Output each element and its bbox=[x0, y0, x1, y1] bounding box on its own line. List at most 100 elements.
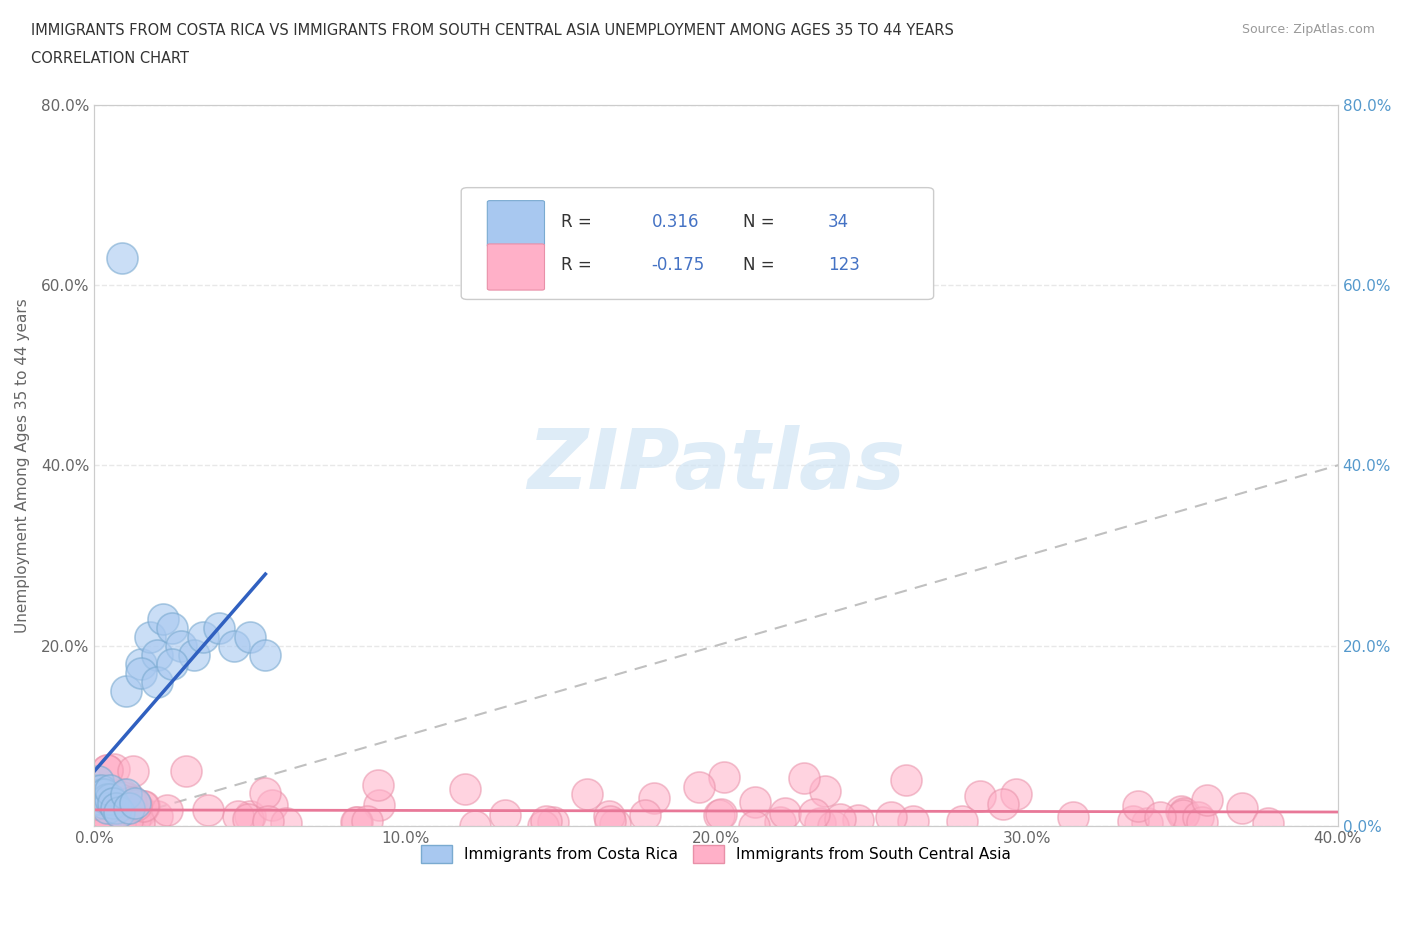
Immigrants from South Central Asia bbox=[274, 816, 297, 830]
Immigrants from South Central Asia bbox=[98, 793, 121, 808]
Immigrants from Costa Rica bbox=[101, 796, 124, 811]
Immigrants from South Central Asia bbox=[100, 809, 122, 824]
Immigrants from Costa Rica bbox=[129, 665, 152, 680]
Text: R =: R = bbox=[561, 213, 596, 231]
Immigrants from South Central Asia bbox=[89, 809, 111, 824]
Immigrants from Costa Rica bbox=[118, 801, 141, 816]
FancyBboxPatch shape bbox=[461, 188, 934, 299]
Immigrants from South Central Asia bbox=[494, 808, 516, 823]
Text: N =: N = bbox=[744, 213, 780, 231]
Immigrants from Costa Rica bbox=[152, 611, 174, 626]
Immigrants from South Central Asia bbox=[86, 815, 108, 830]
Immigrants from South Central Asia bbox=[846, 813, 869, 828]
Immigrants from South Central Asia bbox=[84, 796, 107, 811]
Immigrants from South Central Asia bbox=[813, 784, 835, 799]
Immigrants from South Central Asia bbox=[830, 811, 852, 826]
Immigrants from South Central Asia bbox=[131, 804, 153, 818]
Immigrants from South Central Asia bbox=[91, 800, 114, 815]
Immigrants from South Central Asia bbox=[86, 807, 108, 822]
Immigrants from South Central Asia bbox=[84, 816, 107, 830]
Immigrants from South Central Asia bbox=[96, 763, 118, 777]
Immigrants from South Central Asia bbox=[122, 764, 145, 778]
Immigrants from Costa Rica bbox=[111, 250, 134, 265]
Immigrants from South Central Asia bbox=[94, 803, 117, 817]
Immigrants from South Central Asia bbox=[742, 818, 765, 833]
Immigrants from Costa Rica bbox=[98, 782, 121, 797]
Immigrants from South Central Asia bbox=[120, 795, 142, 810]
Text: -0.175: -0.175 bbox=[651, 256, 704, 273]
Immigrants from South Central Asia bbox=[634, 808, 657, 823]
Immigrants from South Central Asia bbox=[1230, 800, 1253, 815]
Immigrants from South Central Asia bbox=[93, 811, 115, 826]
Immigrants from South Central Asia bbox=[128, 816, 150, 830]
Immigrants from South Central Asia bbox=[257, 814, 280, 829]
Immigrants from South Central Asia bbox=[84, 815, 107, 830]
Immigrants from South Central Asia bbox=[880, 810, 903, 825]
Immigrants from Costa Rica bbox=[183, 647, 205, 662]
Immigrants from South Central Asia bbox=[464, 818, 486, 833]
Immigrants from South Central Asia bbox=[1121, 814, 1143, 829]
Immigrants from Costa Rica bbox=[160, 620, 183, 635]
Immigrants from South Central Asia bbox=[108, 817, 131, 831]
Immigrants from Costa Rica bbox=[105, 801, 128, 816]
Immigrants from South Central Asia bbox=[91, 804, 114, 819]
Immigrants from South Central Asia bbox=[226, 809, 249, 824]
Immigrants from Costa Rica bbox=[96, 791, 118, 806]
Immigrants from Costa Rica bbox=[86, 791, 108, 806]
Immigrants from South Central Asia bbox=[89, 805, 111, 820]
Immigrants from Costa Rica bbox=[139, 630, 162, 644]
Immigrants from Costa Rica bbox=[145, 647, 167, 662]
Immigrants from South Central Asia bbox=[713, 770, 735, 785]
Text: R =: R = bbox=[561, 256, 596, 273]
Immigrants from Costa Rica bbox=[124, 796, 146, 811]
Immigrants from Costa Rica bbox=[93, 796, 115, 811]
Immigrants from South Central Asia bbox=[793, 771, 815, 786]
Text: IMMIGRANTS FROM COSTA RICA VS IMMIGRANTS FROM SOUTH CENTRAL ASIA UNEMPLOYMENT AM: IMMIGRANTS FROM COSTA RICA VS IMMIGRANTS… bbox=[31, 23, 953, 38]
Immigrants from South Central Asia bbox=[598, 809, 620, 824]
Immigrants from South Central Asia bbox=[124, 811, 146, 826]
Immigrants from Costa Rica bbox=[208, 620, 231, 635]
Immigrants from South Central Asia bbox=[239, 808, 262, 823]
Text: Source: ZipAtlas.com: Source: ZipAtlas.com bbox=[1241, 23, 1375, 36]
Immigrants from Costa Rica bbox=[254, 647, 277, 662]
Immigrants from South Central Asia bbox=[1191, 815, 1213, 830]
Immigrants from Costa Rica bbox=[114, 787, 136, 802]
Immigrants from South Central Asia bbox=[93, 790, 115, 805]
Immigrants from South Central Asia bbox=[111, 786, 134, 801]
Immigrants from South Central Asia bbox=[1149, 810, 1171, 825]
Immigrants from South Central Asia bbox=[87, 789, 110, 804]
Immigrants from South Central Asia bbox=[1187, 810, 1209, 825]
Immigrants from South Central Asia bbox=[1136, 816, 1159, 830]
Immigrants from Costa Rica bbox=[129, 657, 152, 671]
Immigrants from Costa Rica bbox=[98, 791, 121, 806]
Immigrants from South Central Asia bbox=[125, 797, 148, 812]
Immigrants from Costa Rica bbox=[90, 782, 112, 797]
Immigrants from South Central Asia bbox=[356, 814, 378, 829]
Immigrants from South Central Asia bbox=[541, 815, 564, 830]
Immigrants from South Central Asia bbox=[103, 762, 125, 777]
Immigrants from South Central Asia bbox=[100, 817, 122, 832]
Immigrants from South Central Asia bbox=[901, 814, 924, 829]
Immigrants from South Central Asia bbox=[950, 814, 973, 829]
Immigrants from South Central Asia bbox=[775, 805, 797, 820]
Immigrants from South Central Asia bbox=[769, 815, 792, 830]
Immigrants from South Central Asia bbox=[84, 817, 107, 831]
Immigrants from South Central Asia bbox=[599, 814, 621, 829]
Immigrants from Costa Rica bbox=[108, 805, 131, 820]
Y-axis label: Unemployment Among Ages 35 to 44 years: Unemployment Among Ages 35 to 44 years bbox=[15, 298, 30, 632]
Immigrants from South Central Asia bbox=[531, 818, 554, 833]
Immigrants from South Central Asia bbox=[84, 817, 107, 831]
Text: CORRELATION CHART: CORRELATION CHART bbox=[31, 51, 188, 66]
Immigrants from South Central Asia bbox=[93, 788, 115, 803]
Immigrants from South Central Asia bbox=[155, 803, 177, 817]
Immigrants from South Central Asia bbox=[94, 817, 117, 831]
Immigrants from South Central Asia bbox=[894, 773, 917, 788]
Immigrants from South Central Asia bbox=[346, 815, 368, 830]
Immigrants from South Central Asia bbox=[94, 809, 117, 824]
Immigrants from South Central Asia bbox=[174, 764, 197, 778]
Immigrants from South Central Asia bbox=[103, 795, 125, 810]
Immigrants from South Central Asia bbox=[344, 815, 367, 830]
Immigrants from South Central Asia bbox=[96, 762, 118, 777]
Immigrants from South Central Asia bbox=[115, 811, 138, 826]
Immigrants from South Central Asia bbox=[575, 787, 598, 802]
